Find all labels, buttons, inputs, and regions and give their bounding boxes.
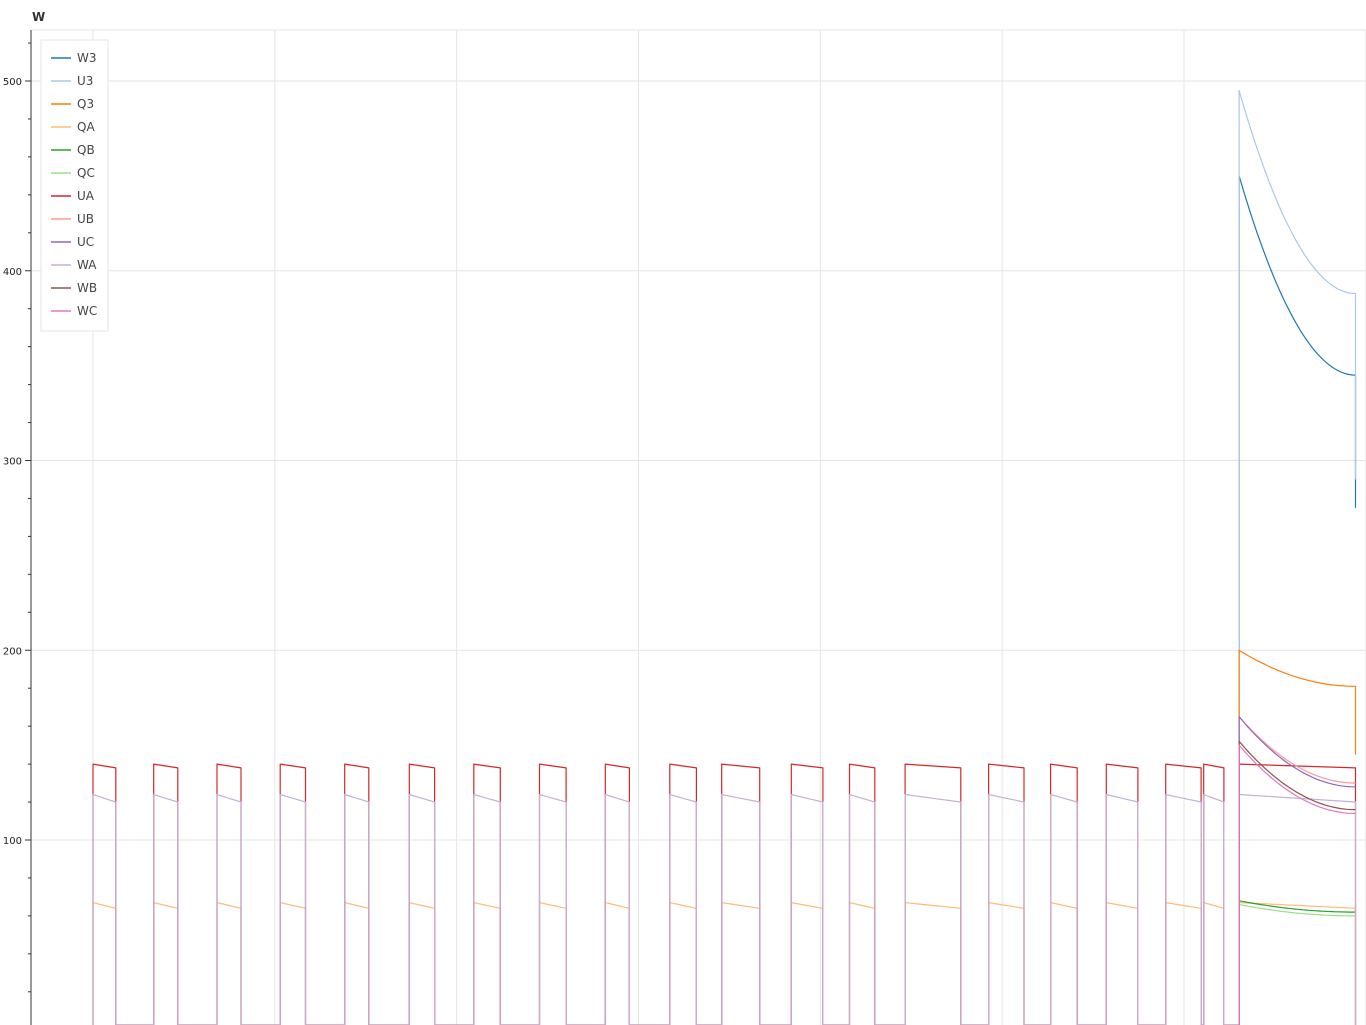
legend-label: QA [77,120,95,134]
legend-label: QB [77,143,95,157]
series-line-wc [1238,744,1356,1025]
legend-label: UB [77,212,94,226]
legend-item-qb[interactable]: QB [51,143,95,157]
series-line-qb [1238,900,1356,1025]
y-tick-label-400: 400 [3,267,22,278]
legend-item-q3[interactable]: Q3 [51,97,94,111]
legend-label: UA [77,189,95,203]
legend-item-u3[interactable]: U3 [51,74,93,88]
legend-label: WA [77,258,97,272]
series-line-ua [92,763,1357,1025]
y-axis-unit-label: W [32,10,45,24]
legend-item-w3[interactable]: W3 [51,51,97,65]
series-line-ub [1238,716,1356,1025]
legend-label: Q3 [77,97,94,111]
series-line-q3 [1238,649,1357,1025]
y-tick-label-100: 100 [3,836,22,847]
series-layer [92,89,1357,1025]
legend-label: WC [77,304,97,318]
y-tick-label-500: 500 [3,77,22,88]
legend-box [40,39,109,332]
legend-item-ub[interactable]: UB [51,212,94,226]
legend-label: U3 [77,74,93,88]
series-line-qa [92,902,1357,1025]
y-tick-label-300: 300 [3,457,22,468]
legend[interactable]: W3 U3 Q3 QA QB QC UA UB UC WA WB WC [40,39,109,332]
series-line-w3 [1238,175,1357,1025]
legend-item-wa[interactable]: WA [51,258,97,272]
series-line-u3 [1238,89,1357,1025]
y-tick-label-200: 200 [3,646,22,657]
series-line-qc [1238,903,1356,1025]
series-line-wa [92,793,1357,1025]
legend-label: UC [77,235,94,249]
legend-item-ua[interactable]: UA [51,189,95,203]
legend-label: W3 [77,51,97,65]
series-line-uc [1238,716,1356,1025]
legend-item-uc[interactable]: UC [51,235,94,249]
legend-item-wb[interactable]: WB [51,281,97,295]
series-line-wb [1238,740,1356,1025]
legend-item-qa[interactable]: QA [51,120,95,134]
legend-item-wc[interactable]: WC [51,304,97,318]
legend-label: WB [77,281,97,295]
legend-item-qc[interactable]: QC [51,166,95,180]
y-axis: 100 200 300 400 500 [3,30,32,1025]
legend-label: QC [77,166,95,180]
